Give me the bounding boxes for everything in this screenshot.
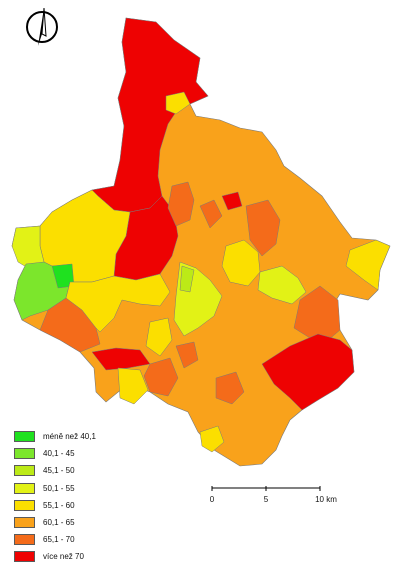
legend-label: 45,1 - 50 — [43, 466, 75, 476]
legend-swatch — [14, 499, 35, 511]
scale-label-5: 5 — [263, 495, 269, 504]
region-red-centre-east — [221, 191, 243, 211]
region-yellow-south-2 — [199, 425, 225, 453]
region-yellow-south-3 — [145, 317, 173, 357]
region-yellow-north — [165, 91, 191, 115]
legend-swatch — [14, 482, 35, 494]
legend-item: 45,1 - 50 — [14, 462, 96, 479]
region-darkorange-6 — [175, 341, 199, 369]
region-darkorange-4 — [143, 357, 179, 397]
scale-bar: 0 5 10 km — [206, 486, 337, 510]
legend-item: méně než 40,1 — [14, 428, 96, 445]
legend-item: 55,1 - 60 — [14, 497, 96, 514]
region-yellow-south-1 — [117, 367, 149, 405]
legend-item: 65,1 - 70 — [14, 531, 96, 548]
region-darkorange-2 — [245, 199, 281, 257]
legend-swatch — [14, 465, 35, 477]
region-darkorange-7 — [199, 199, 223, 229]
scale-label-10: 10 km — [315, 495, 337, 504]
legend: méně než 40,1 40,1 - 45 45,1 - 50 50,1 - 55… — [14, 428, 96, 566]
legend-label: 55,1 - 60 — [43, 500, 75, 510]
legend-swatch — [14, 431, 35, 443]
legend-label: 60,1 - 65 — [43, 518, 75, 528]
legend-label: více než 70 — [43, 552, 84, 562]
legend-swatch — [14, 551, 35, 563]
legend-swatch — [14, 517, 35, 529]
legend-swatch — [14, 448, 35, 460]
legend-swatch — [14, 534, 35, 546]
region-yellow-east — [345, 239, 391, 291]
region-yellow-southwest — [65, 273, 171, 333]
legend-item: 50,1 - 55 — [14, 480, 96, 497]
legend-item: 40,1 - 45 — [14, 445, 96, 462]
legend-label: méně než 40,1 — [43, 432, 96, 442]
scale-label-0: 0 — [209, 495, 215, 504]
region-lime-west — [11, 225, 45, 269]
region-green-centre — [179, 265, 195, 293]
legend-item: více než 70 — [14, 548, 96, 565]
legend-item: 60,1 - 65 — [14, 514, 96, 531]
north-arrow-icon — [26, 7, 58, 46]
region-darkorange-1 — [167, 181, 195, 227]
region-darkorange-3 — [293, 285, 341, 343]
legend-label: 65,1 - 70 — [43, 535, 75, 545]
legend-label: 50,1 - 55 — [43, 483, 75, 493]
legend-label: 40,1 - 45 — [43, 449, 75, 459]
region-darkorange-5 — [215, 371, 245, 405]
region-yellow-centre — [221, 239, 261, 287]
region-red-southeast — [261, 333, 355, 411]
region-red-south — [91, 347, 151, 371]
region-lime-east — [257, 265, 307, 305]
